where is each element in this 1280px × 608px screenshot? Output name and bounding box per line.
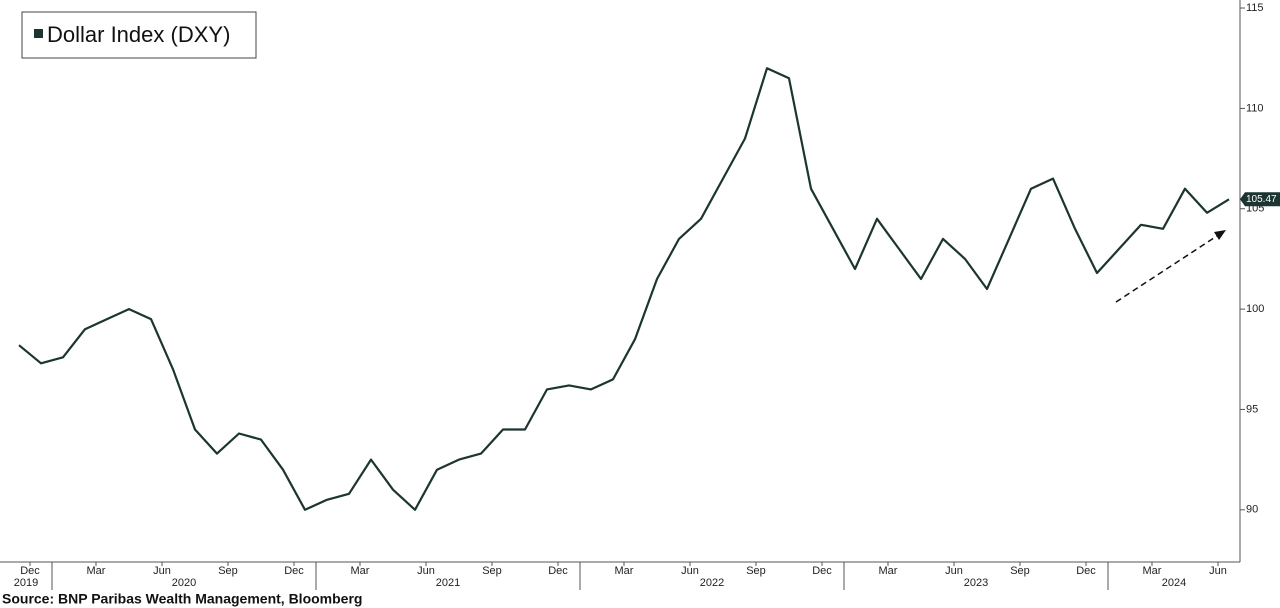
year-label: 2022	[700, 577, 724, 589]
year-label: 2019	[14, 577, 38, 589]
legend-box	[21, 11, 257, 59]
y-tick-label: 95	[1246, 403, 1258, 415]
last-value-tag	[1240, 192, 1280, 207]
x-tick-label: Jun	[945, 565, 963, 577]
x-tick-label: Dec	[548, 565, 568, 577]
legend-label: Dollar Index (DXY)	[47, 22, 230, 47]
x-tick-label: Sep	[218, 565, 238, 577]
x-tick-label: Sep	[482, 565, 502, 577]
year-label: 2023	[964, 577, 988, 589]
trend-arrow	[1115, 233, 1221, 303]
y-tick-label: 110	[1246, 102, 1264, 114]
last-value-label: 105.47	[1246, 194, 1277, 205]
x-tick-label: Mar	[879, 565, 898, 577]
legend-swatch	[34, 29, 43, 38]
trend-annotation	[1115, 230, 1226, 303]
year-label: 2020	[172, 577, 196, 589]
y-tick-label: 90	[1246, 504, 1258, 516]
x-tick-label: Jun	[153, 565, 171, 577]
y-tick-label: 100	[1246, 303, 1264, 315]
x-tick-label: Mar	[1143, 565, 1162, 577]
x-tick-label: Mar	[351, 565, 370, 577]
y-tick-label: 115	[1246, 2, 1264, 14]
x-tick-label: Jun	[681, 565, 699, 577]
x-tick-label: Mar	[87, 565, 106, 577]
x-tick-label: Jun	[417, 565, 435, 577]
x-tick-label: Dec	[812, 565, 832, 577]
x-tick-label: Jun	[1209, 565, 1227, 577]
x-tick-label: Sep	[746, 565, 766, 577]
x-tick-label: Dec	[1076, 565, 1096, 577]
source: Source: BNP Paribas Wealth Management, B…	[2, 591, 362, 607]
x-tick-label: Dec	[284, 565, 304, 577]
arrow-head	[1214, 230, 1226, 240]
x-tick-label: Dec	[20, 565, 40, 577]
x-tick-label: Mar	[615, 565, 634, 577]
year-label: 2024	[1162, 577, 1186, 589]
series-line	[18, 67, 1230, 511]
year-label: 2021	[436, 577, 460, 589]
x-tick-label: Sep	[1010, 565, 1030, 577]
legend: Dollar Index (DXY)	[21, 11, 257, 59]
